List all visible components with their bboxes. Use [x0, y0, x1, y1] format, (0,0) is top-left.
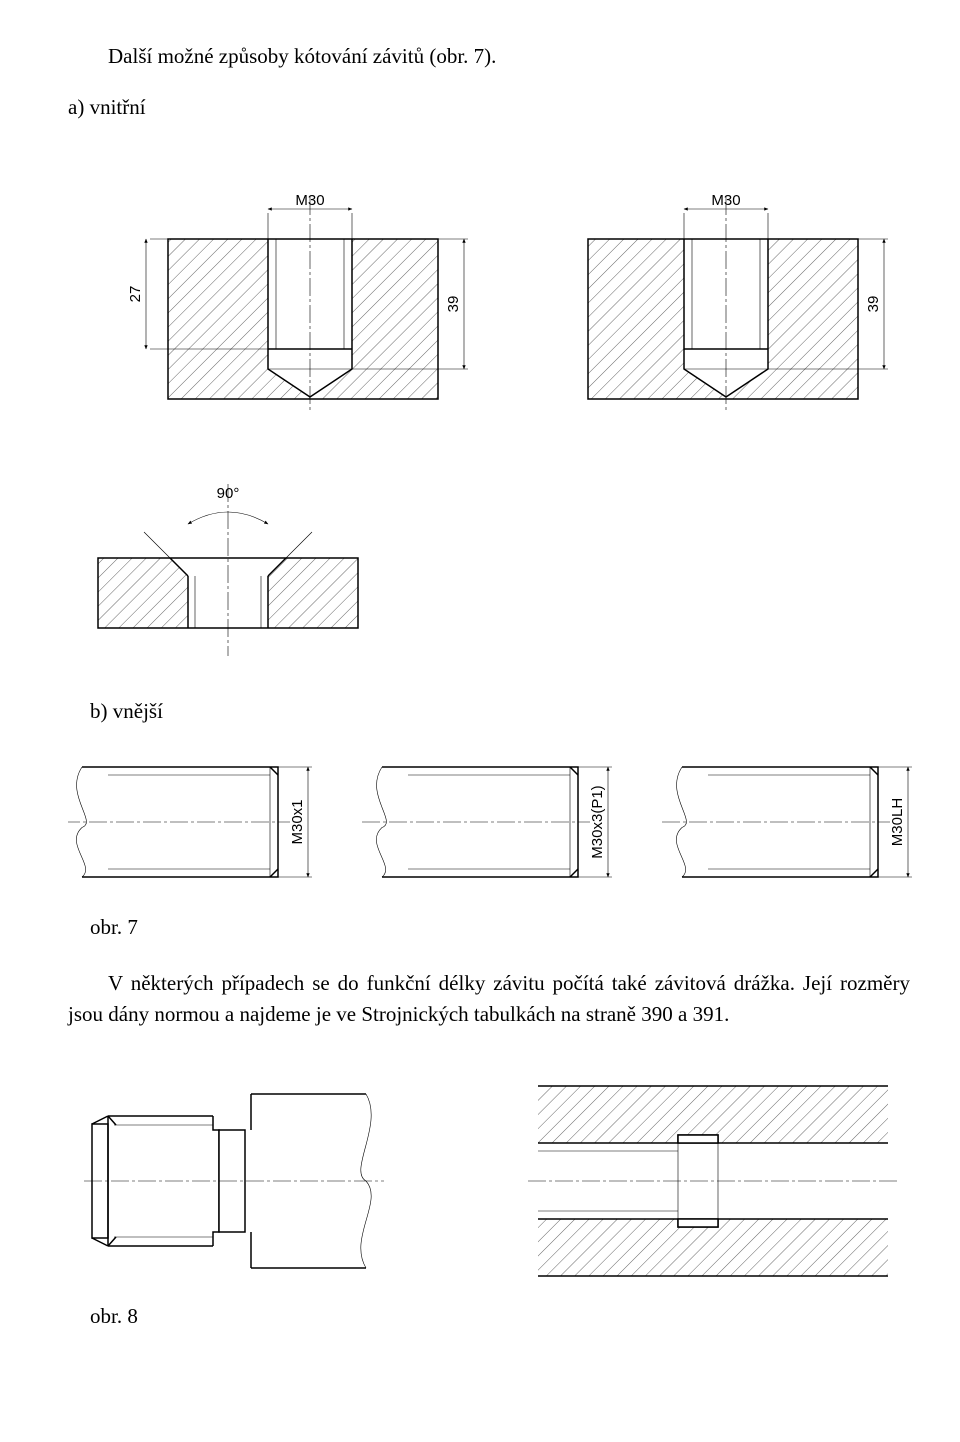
label-b-vnejsi: b) vnější — [90, 696, 920, 726]
caption-obr7: obr. 7 — [90, 915, 920, 940]
svg-text:90°: 90° — [217, 485, 240, 502]
figure-7-ext: M30x1 M30x3(P1) M30LH — [68, 747, 920, 907]
svg-text:M30: M30 — [295, 192, 324, 209]
svg-text:39: 39 — [865, 296, 882, 313]
svg-text:27: 27 — [127, 286, 144, 303]
label-a-vnitrni: a) vnitřní — [68, 92, 920, 122]
paragraph-zavitova-drazka: V některých případech se do funkční délk… — [68, 968, 920, 1029]
intro-paragraph: Další možné způsoby kótování závitů (obr… — [68, 41, 920, 71]
svg-text:M30: M30 — [711, 192, 740, 209]
figure-7-mid: 90° — [68, 438, 920, 678]
caption-obr8: obr. 8 — [90, 1304, 920, 1329]
svg-text:39: 39 — [445, 296, 462, 313]
svg-text:M30x3(P1): M30x3(P1) — [589, 786, 606, 859]
figure-8 — [68, 1061, 920, 1296]
svg-text:M30LH: M30LH — [889, 798, 906, 846]
svg-text:M30x1: M30x1 — [289, 800, 306, 845]
figure-7-top: M30 27 39 M30 39 — [68, 144, 920, 424]
